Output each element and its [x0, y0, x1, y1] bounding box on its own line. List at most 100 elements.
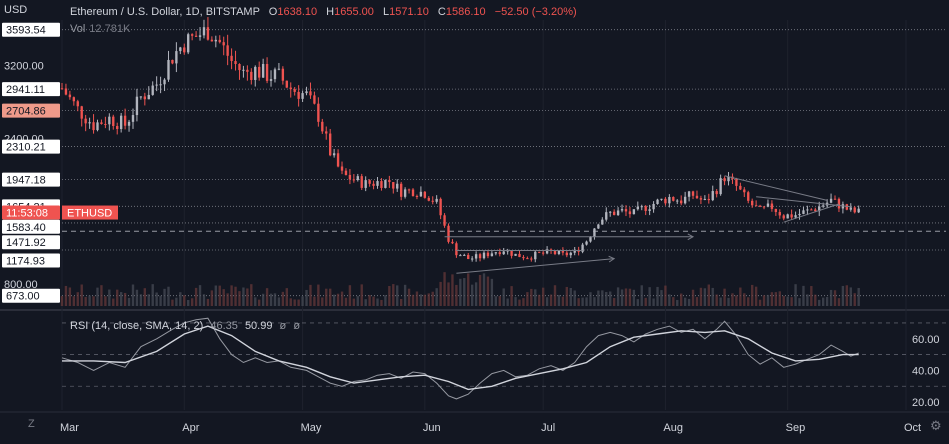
candle-body[interactable]	[116, 126, 119, 130]
candle-body[interactable]	[419, 191, 423, 197]
candle-body[interactable]	[92, 122, 95, 131]
candle-body[interactable]	[766, 203, 770, 207]
candle-body[interactable]	[380, 181, 383, 188]
candle-body[interactable]	[376, 181, 379, 186]
candle-body[interactable]	[183, 47, 186, 53]
candle-body[interactable]	[250, 71, 253, 80]
candle-body[interactable]	[368, 180, 371, 184]
candle-body[interactable]	[703, 198, 707, 200]
candle-body[interactable]	[163, 79, 166, 85]
candle-body[interactable]	[490, 253, 494, 257]
candle-body[interactable]	[372, 183, 375, 186]
candle-body[interactable]	[597, 224, 600, 229]
gear-icon[interactable]: ⚙	[930, 418, 942, 433]
candle-body[interactable]	[214, 39, 217, 42]
candle-body[interactable]	[782, 215, 785, 219]
price-level-box[interactable]	[2, 288, 60, 303]
candle-body[interactable]	[147, 94, 150, 100]
candle-body[interactable]	[321, 121, 324, 132]
candle-body[interactable]	[206, 27, 210, 40]
candle-body[interactable]	[482, 252, 486, 259]
candle-body[interactable]	[285, 80, 288, 88]
candle-body[interactable]	[589, 236, 592, 242]
candle-body[interactable]	[297, 91, 300, 99]
candle-body[interactable]	[411, 189, 415, 197]
candle-body[interactable]	[190, 34, 194, 36]
candle-body[interactable]	[364, 180, 367, 188]
candle-body[interactable]	[155, 84, 158, 86]
candle-body[interactable]	[269, 79, 273, 81]
arrow-drawing[interactable]	[456, 258, 615, 274]
candle-body[interactable]	[691, 191, 695, 196]
candle-body[interactable]	[332, 153, 336, 156]
candle-body[interactable]	[360, 176, 363, 188]
candle-body[interactable]	[774, 208, 778, 213]
candle-body[interactable]	[747, 192, 750, 201]
candle-body[interactable]	[60, 88, 64, 90]
rsi-sma-line[interactable]	[62, 325, 859, 391]
candle-body[interactable]	[474, 254, 478, 259]
candle-body[interactable]	[849, 207, 852, 210]
candle-body[interactable]	[119, 115, 123, 130]
candle-body[interactable]	[814, 209, 817, 212]
candle-body[interactable]	[711, 191, 714, 201]
candle-body[interactable]	[403, 189, 407, 197]
candle-body[interactable]	[104, 124, 107, 126]
candle-body[interactable]	[352, 179, 356, 181]
candle-body[interactable]	[84, 118, 87, 124]
price-level-box[interactable]	[2, 205, 60, 220]
candle-body[interactable]	[293, 89, 296, 92]
candle-body[interactable]	[277, 68, 281, 70]
candle-body[interactable]	[853, 207, 856, 213]
symbol-title[interactable]: Ethereum / U.S. Dollar, 1D, BITSTAMP	[70, 6, 260, 18]
price-level-box[interactable]	[2, 219, 60, 234]
candle-body[interactable]	[699, 198, 703, 200]
candle-body[interactable]	[281, 68, 285, 81]
candle-body[interactable]	[636, 206, 639, 210]
candle-body[interactable]	[790, 214, 793, 218]
candle-body[interactable]	[478, 254, 482, 259]
candle-body[interactable]	[72, 97, 76, 102]
candle-body[interactable]	[167, 59, 170, 80]
candle-body[interactable]	[88, 122, 91, 124]
candle-body[interactable]	[463, 254, 466, 256]
candle-body[interactable]	[344, 170, 348, 175]
candle-body[interactable]	[735, 179, 738, 186]
candle-body[interactable]	[821, 205, 825, 207]
candle-body[interactable]	[423, 191, 427, 198]
candle-body[interactable]	[254, 66, 257, 80]
trend-line[interactable]	[724, 175, 828, 201]
candle-body[interactable]	[246, 69, 249, 72]
candle-body[interactable]	[265, 64, 269, 81]
candle-body[interactable]	[786, 214, 789, 219]
candle-body[interactable]	[541, 252, 545, 254]
candle-body[interactable]	[384, 180, 387, 188]
candle-body[interactable]	[151, 85, 154, 95]
candle-body[interactable]	[739, 185, 742, 190]
candle-body[interactable]	[561, 250, 565, 253]
candle-body[interactable]	[447, 225, 450, 242]
candle-body[interactable]	[187, 34, 190, 53]
candle-body[interactable]	[751, 200, 754, 206]
candle-body[interactable]	[534, 251, 537, 260]
candle-body[interactable]	[794, 215, 797, 218]
candle-body[interactable]	[798, 213, 801, 216]
candle-body[interactable]	[218, 39, 221, 43]
candle-body[interactable]	[778, 212, 781, 216]
candle-body[interactable]	[833, 198, 837, 200]
candle-body[interactable]	[242, 69, 245, 71]
candle-body[interactable]	[644, 206, 647, 211]
candle-body[interactable]	[159, 84, 162, 86]
volume-legend[interactable]: Vol 12.781K	[70, 23, 130, 35]
candle-body[interactable]	[486, 252, 490, 257]
candle-body[interactable]	[325, 131, 328, 134]
candle-body[interactable]	[810, 209, 813, 211]
candle-body[interactable]	[317, 103, 320, 122]
candle-body[interactable]	[459, 255, 462, 257]
candle-body[interactable]	[289, 87, 292, 90]
candle-body[interactable]	[135, 96, 139, 116]
candle-body[interactable]	[356, 176, 359, 181]
candle-body[interactable]	[754, 205, 758, 207]
candle-body[interactable]	[258, 66, 261, 78]
